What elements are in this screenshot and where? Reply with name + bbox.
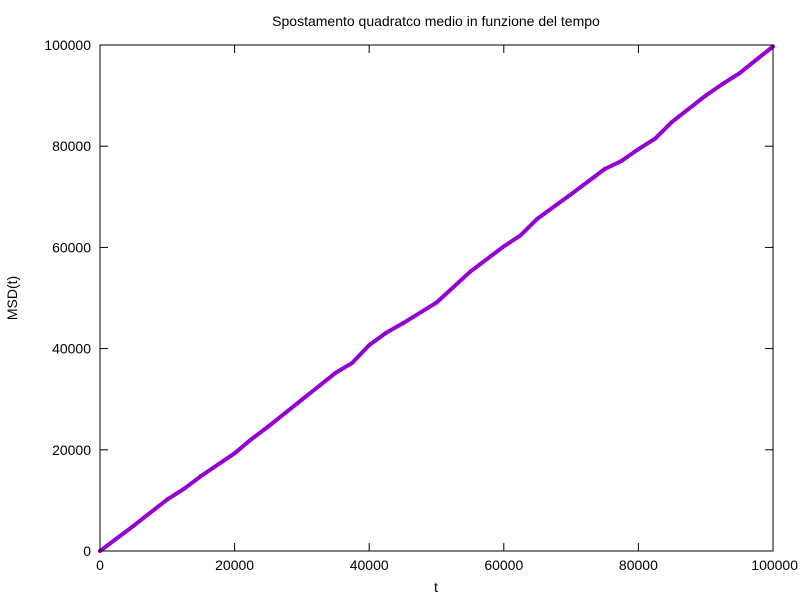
data-point	[501, 244, 506, 249]
x-tick-label: 20000	[215, 557, 254, 573]
data-point	[249, 437, 254, 442]
data-point	[182, 486, 187, 491]
x-axis-ticks: 0 20000 40000 60000 80000 100000	[96, 45, 798, 573]
x-tick-label: 80000	[619, 557, 658, 573]
data-point	[367, 343, 372, 348]
y-tick-label: 80000	[52, 138, 91, 154]
data-point	[350, 360, 355, 365]
chart-title: Spostamento quadratco medio in funzione …	[272, 13, 600, 29]
data-point	[703, 93, 708, 98]
data-point	[653, 136, 658, 141]
data-point	[535, 216, 540, 221]
y-tick-label: 100000	[44, 37, 91, 53]
data-point	[232, 451, 237, 456]
x-axis-label: t	[434, 579, 438, 595]
data-point	[518, 233, 523, 238]
y-tick-label: 20000	[52, 442, 91, 458]
data-point	[636, 147, 641, 152]
y-axis-label: MSD(t)	[4, 276, 20, 320]
plot-border	[99, 44, 774, 552]
x-tick-label: 40000	[350, 557, 389, 573]
data-point	[670, 119, 674, 124]
data-point	[131, 523, 136, 528]
data-point	[299, 397, 304, 402]
y-tick-label: 40000	[52, 341, 91, 357]
data-point	[737, 71, 742, 76]
data-point	[619, 158, 624, 163]
data-point	[468, 269, 473, 274]
data-point	[720, 82, 725, 86]
data-point	[198, 474, 203, 479]
y-tick-label: 0	[83, 543, 91, 559]
data-point	[434, 300, 439, 305]
data-point	[165, 497, 170, 502]
series-layer	[98, 44, 775, 553]
x-tick-label: 60000	[484, 557, 523, 573]
data-point	[400, 321, 405, 326]
x-tick-label: 100000	[751, 557, 798, 573]
x-tick-label: 0	[96, 557, 104, 573]
y-axis-ticks: 0 20000 40000 60000 80000 100000	[44, 37, 773, 559]
data-point	[266, 424, 271, 429]
y-tick-label: 60000	[52, 239, 91, 255]
series-line	[98, 44, 775, 553]
data-point	[602, 167, 607, 171]
data-point	[585, 179, 590, 184]
data-point	[333, 370, 338, 375]
data-point	[569, 192, 574, 197]
data-point	[384, 330, 388, 335]
